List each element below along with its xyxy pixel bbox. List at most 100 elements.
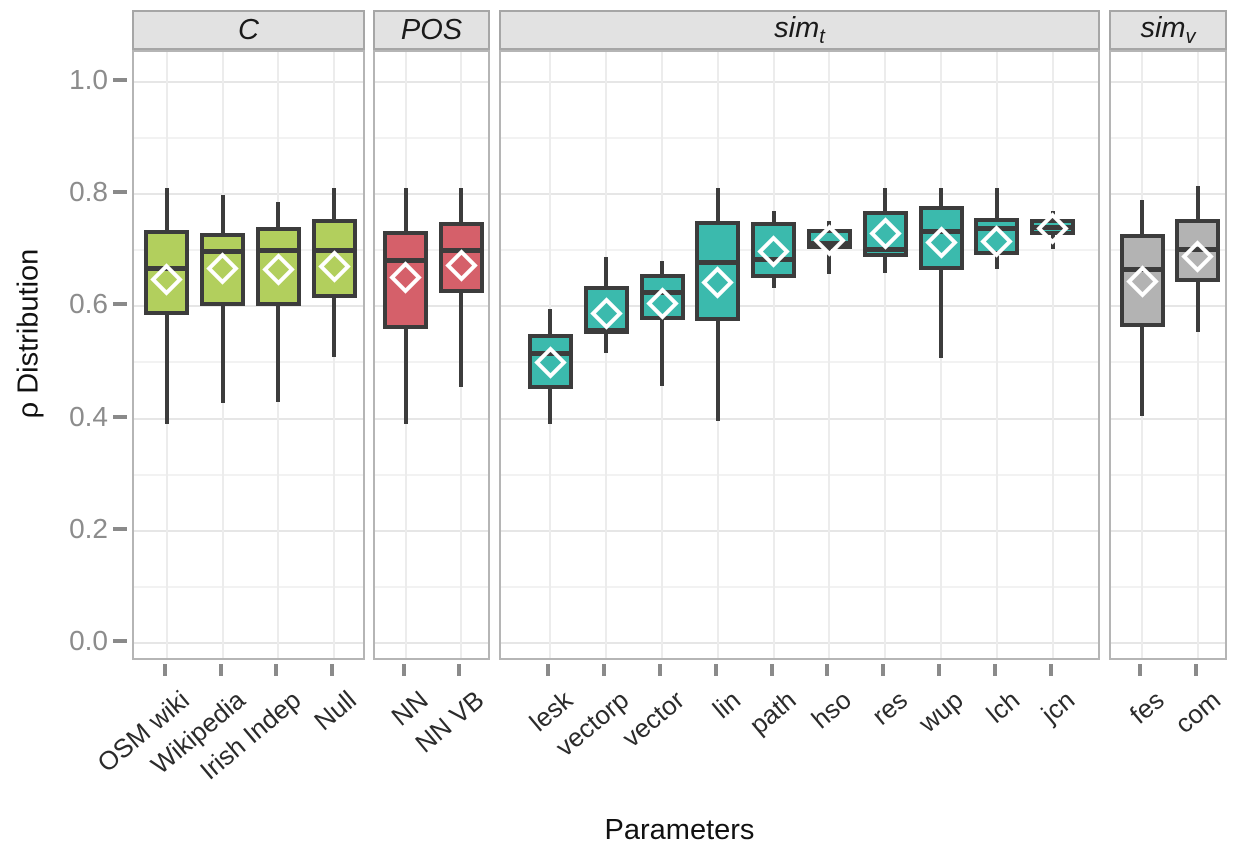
gridline-minor <box>1111 361 1225 364</box>
facet-strip-subscript: v <box>1185 25 1196 48</box>
whisker <box>660 260 664 387</box>
gridline-vertical <box>772 52 775 658</box>
gridline-minor <box>501 361 1098 364</box>
x-tick-label: hso <box>806 684 858 735</box>
gridline-major <box>375 642 488 645</box>
gridline-major <box>1111 642 1225 645</box>
median-line <box>809 240 849 246</box>
gridline-minor <box>134 586 363 589</box>
gridline-vertical <box>884 52 887 658</box>
gridline-major <box>501 417 1098 420</box>
x-axis-title: Parameters <box>604 814 755 846</box>
x-axis-tick <box>713 664 718 676</box>
gridline-major <box>134 193 363 195</box>
box <box>383 231 429 329</box>
gridline-vertical <box>995 52 998 658</box>
gridline-major <box>134 305 363 308</box>
gridline-major <box>375 417 488 420</box>
y-tick-label: 1.0 <box>69 63 108 95</box>
gridline-major <box>1111 193 1225 195</box>
gridline-minor <box>501 586 1098 589</box>
median-line <box>754 256 794 262</box>
x-axis-tick <box>218 664 223 676</box>
median-line <box>642 289 682 295</box>
box <box>751 222 797 279</box>
x-tick-label: com <box>1168 684 1226 740</box>
median-line <box>698 260 738 265</box>
median-line <box>921 228 961 234</box>
median-line <box>1033 225 1073 231</box>
facet-panel <box>373 50 490 660</box>
y-axis-tick <box>113 526 127 531</box>
median-line <box>147 266 187 272</box>
gridline-major <box>1111 305 1225 308</box>
gridline-major <box>375 529 488 532</box>
y-tick-label: 0.0 <box>69 625 108 657</box>
facet-panel <box>499 50 1100 660</box>
gridline-minor <box>134 249 363 252</box>
gridline-vertical <box>1196 52 1199 658</box>
x-axis-tick <box>274 664 279 676</box>
box <box>438 222 484 293</box>
x-axis-tick <box>992 664 997 676</box>
x-tick-label: fes <box>1124 684 1171 730</box>
y-axis-tick <box>113 414 127 419</box>
median-line <box>258 248 298 254</box>
gridline-major <box>501 193 1098 195</box>
box <box>695 220 741 322</box>
gridline-minor <box>375 586 488 589</box>
facet-strip: simt <box>499 10 1100 50</box>
gridline-major <box>1111 80 1225 83</box>
x-axis-tick <box>1193 664 1198 676</box>
gridline-major <box>501 305 1098 308</box>
x-axis-tick <box>330 664 335 676</box>
facet-strip-subscript: t <box>819 25 825 48</box>
gridline-minor <box>375 249 488 252</box>
gridline-minor <box>501 473 1098 476</box>
median-line <box>386 257 426 263</box>
median-line <box>977 225 1017 231</box>
y-tick-label: 0.8 <box>69 176 108 207</box>
median-line <box>586 327 626 333</box>
median-line <box>530 350 570 356</box>
box <box>255 227 301 307</box>
gridline-minor <box>501 249 1098 252</box>
box <box>311 218 357 298</box>
gridline-minor <box>134 473 363 476</box>
gridline-major <box>134 529 363 532</box>
gridline-major <box>134 80 363 83</box>
gridline-minor <box>375 473 488 476</box>
x-tick-label: wup <box>913 684 969 739</box>
gridline-major <box>375 193 488 195</box>
box <box>144 230 190 315</box>
gridline-minor <box>134 361 363 364</box>
facet-strip-label: simv <box>1140 11 1196 48</box>
box <box>200 233 246 307</box>
gridline-minor <box>1111 586 1225 589</box>
box <box>1119 233 1165 328</box>
x-axis-tick <box>162 664 167 676</box>
x-axis-tick <box>546 664 551 676</box>
mean-diamond <box>1036 211 1069 245</box>
facet-panel <box>132 50 365 660</box>
x-axis-tick <box>602 664 607 676</box>
x-tick-label: lch <box>980 684 1025 729</box>
box <box>639 274 685 321</box>
x-axis-tick <box>1138 664 1143 676</box>
x-tick-label: res <box>866 684 914 731</box>
gridline-major <box>1111 417 1225 420</box>
median-line <box>1122 266 1162 272</box>
gridline-major <box>501 642 1098 645</box>
gridline-major <box>1111 529 1225 532</box>
gridline-major <box>134 417 363 420</box>
facet-strip-label: POS <box>400 13 463 46</box>
y-tick-label: 0.4 <box>69 400 108 432</box>
y-tick-label: 0.6 <box>69 288 108 320</box>
gridline-major <box>375 305 488 308</box>
x-tick-label: jcn <box>1035 684 1081 729</box>
y-axis-tick <box>113 639 127 644</box>
gridline-major <box>134 642 363 645</box>
x-axis-tick <box>401 664 406 676</box>
facet-strip-label: simt <box>774 11 825 48</box>
